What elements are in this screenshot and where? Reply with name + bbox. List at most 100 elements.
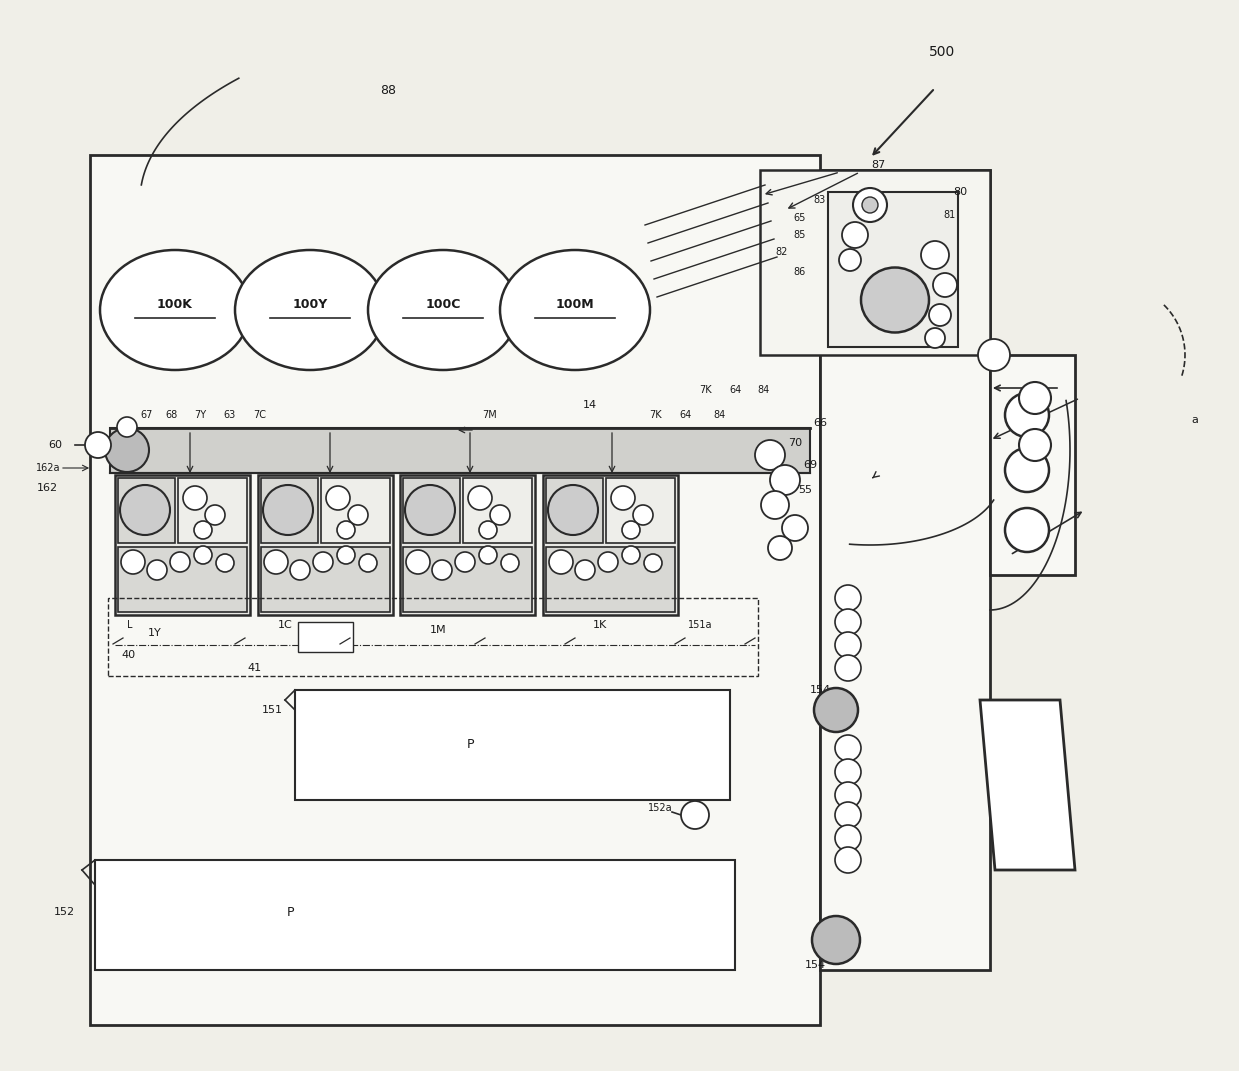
Circle shape (835, 759, 861, 785)
Text: 87: 87 (871, 160, 885, 170)
Circle shape (479, 521, 497, 539)
Circle shape (814, 688, 857, 731)
Circle shape (835, 782, 861, 808)
Text: 88: 88 (380, 84, 396, 96)
Circle shape (835, 825, 861, 851)
Circle shape (862, 197, 878, 213)
Text: 7Y: 7Y (195, 410, 206, 420)
Circle shape (1005, 448, 1049, 492)
Circle shape (633, 506, 653, 525)
Circle shape (195, 546, 212, 564)
Circle shape (204, 506, 225, 525)
Text: C: C (522, 485, 528, 495)
Circle shape (598, 552, 618, 572)
Text: 69: 69 (803, 461, 817, 470)
Circle shape (835, 655, 861, 681)
Bar (400, 476, 535, 615)
Text: 7C: 7C (254, 410, 266, 420)
Text: 55: 55 (798, 485, 812, 495)
Circle shape (978, 340, 1010, 371)
Circle shape (1005, 508, 1049, 552)
Text: 500: 500 (929, 45, 955, 59)
Text: 153: 153 (1015, 780, 1036, 790)
Circle shape (835, 735, 861, 761)
Text: 81: 81 (944, 210, 957, 220)
Bar (760, 170, 990, 355)
Ellipse shape (235, 250, 385, 369)
Circle shape (622, 521, 641, 539)
Bar (95, 860, 735, 970)
Text: 154: 154 (809, 685, 830, 695)
Text: 65: 65 (794, 213, 807, 223)
Ellipse shape (368, 250, 518, 369)
Circle shape (263, 485, 313, 536)
Text: 70: 70 (788, 438, 802, 448)
Circle shape (622, 546, 641, 564)
Text: P: P (466, 739, 473, 752)
Text: 1C: 1C (278, 620, 292, 630)
Text: 67: 67 (141, 410, 154, 420)
Circle shape (835, 802, 861, 828)
Circle shape (852, 188, 887, 222)
Text: 1M: 1M (430, 625, 446, 635)
Circle shape (835, 847, 861, 873)
Bar (828, 192, 958, 347)
Bar (258, 476, 393, 615)
Circle shape (489, 506, 510, 525)
Circle shape (768, 536, 792, 560)
Text: P: P (286, 905, 294, 919)
Circle shape (835, 632, 861, 658)
Text: C: C (665, 485, 672, 495)
Text: 100M: 100M (555, 299, 595, 312)
Text: 162: 162 (37, 483, 58, 493)
Circle shape (183, 486, 207, 510)
Circle shape (782, 515, 808, 541)
Text: 154: 154 (804, 960, 825, 970)
Text: C: C (380, 485, 385, 495)
Text: 83: 83 (814, 195, 826, 205)
Bar (463, 478, 532, 543)
Text: 3K: 3K (566, 506, 580, 515)
Circle shape (548, 485, 598, 536)
Circle shape (406, 550, 430, 574)
Bar (990, 355, 1075, 575)
Circle shape (681, 801, 709, 829)
Text: 85: 85 (794, 230, 807, 240)
Circle shape (105, 428, 149, 472)
Circle shape (326, 486, 349, 510)
Circle shape (835, 585, 861, 610)
Circle shape (85, 432, 112, 458)
Circle shape (405, 485, 455, 536)
Text: 7K: 7K (699, 384, 711, 395)
Circle shape (921, 241, 949, 269)
Ellipse shape (501, 250, 650, 369)
Circle shape (761, 491, 789, 519)
Text: 1Y: 1Y (149, 628, 162, 638)
Bar (606, 478, 675, 543)
Text: 152: 152 (53, 907, 76, 917)
Text: 60: 60 (48, 440, 62, 450)
Circle shape (501, 554, 519, 572)
Text: 86: 86 (794, 267, 807, 277)
Circle shape (479, 546, 497, 564)
Text: 66: 66 (813, 418, 826, 428)
Ellipse shape (861, 268, 929, 332)
Text: 1K: 1K (593, 620, 607, 630)
Text: 40: 40 (121, 650, 135, 660)
Text: 3M: 3M (421, 506, 439, 515)
Circle shape (116, 417, 138, 437)
Circle shape (769, 465, 800, 495)
Bar (546, 478, 603, 543)
Bar (546, 547, 675, 612)
Bar (115, 476, 250, 615)
Text: 151: 151 (261, 705, 282, 715)
Text: 152a: 152a (648, 803, 673, 813)
Circle shape (644, 554, 662, 572)
Circle shape (468, 486, 492, 510)
Text: 84: 84 (714, 410, 726, 420)
Circle shape (933, 273, 957, 297)
Circle shape (290, 560, 310, 580)
Bar (90, 155, 820, 1025)
Circle shape (337, 521, 356, 539)
Circle shape (929, 304, 952, 326)
